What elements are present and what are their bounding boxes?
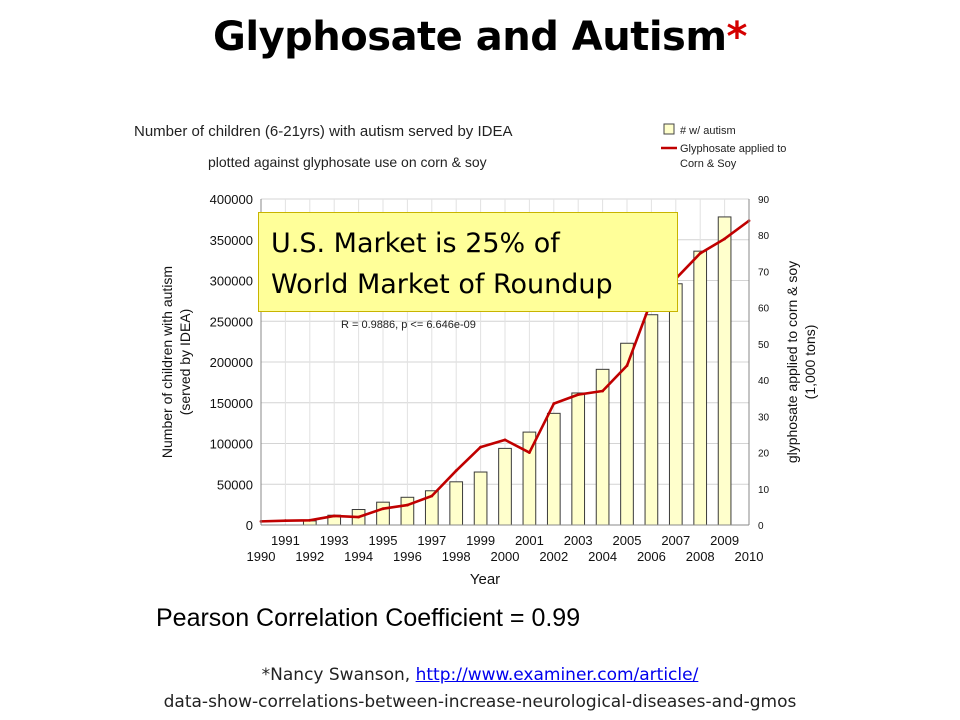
autism-bar bbox=[473, 471, 488, 526]
x-axis-title: Year bbox=[470, 571, 500, 588]
autism-bars bbox=[302, 216, 732, 526]
callout-line-1: U.S. Market is 25% of bbox=[271, 228, 560, 259]
chart-subtitle: plotted against glyphosate use on corn &… bbox=[208, 154, 487, 170]
glyphosate-point bbox=[528, 451, 531, 454]
x-tick-label: 1992 bbox=[295, 549, 324, 564]
glyphosate-point bbox=[576, 393, 580, 396]
glyphosate-point bbox=[454, 469, 458, 473]
y-tick-label: 50000 bbox=[217, 477, 253, 492]
x-tick-label: 2006 bbox=[637, 549, 666, 564]
citation-link[interactable]: http://www.examiner.com/article/ bbox=[415, 665, 699, 685]
legend-swatch-autism bbox=[663, 123, 675, 135]
slide-title: Glyphosate and Autism* bbox=[213, 14, 748, 60]
y-tick-label: 300000 bbox=[210, 274, 253, 289]
y2-tick-label: 0 bbox=[758, 521, 764, 532]
y2-tick-label: 70 bbox=[758, 267, 770, 278]
glyphosate-point bbox=[479, 445, 482, 449]
y2-tick-label: 80 bbox=[758, 231, 770, 242]
autism-bar bbox=[376, 501, 390, 526]
y2-tick-label: 40 bbox=[758, 376, 770, 387]
x-tick-label: 1993 bbox=[320, 533, 349, 548]
citation-url-continuation: data-show-correlations-between-increase-… bbox=[163, 692, 797, 712]
autism-bar bbox=[498, 447, 512, 526]
autism-bar bbox=[400, 496, 415, 526]
y2-axis-title-line: glyphosate applied to corn & soy bbox=[784, 261, 800, 463]
glyphosate-point bbox=[552, 402, 556, 406]
chart-title: Number of children (6-21yrs) with autism… bbox=[134, 123, 512, 140]
x-tick-label: 2002 bbox=[539, 549, 568, 564]
glyphosate-point bbox=[430, 494, 434, 498]
autism-bar bbox=[546, 412, 561, 526]
y-axis-title-line: (served by IDEA) bbox=[177, 309, 193, 416]
y-tick-label: 350000 bbox=[210, 233, 253, 248]
y2-tick-label: 30 bbox=[758, 412, 770, 423]
glyphosate-point bbox=[284, 519, 287, 523]
x-tick-label: 1994 bbox=[344, 549, 373, 564]
y2-axis-title: glyphosate applied to corn & soy (1,000 t… bbox=[784, 261, 818, 463]
autism-bar bbox=[571, 392, 586, 526]
autism-bar bbox=[449, 481, 464, 526]
y-tick-label: 0 bbox=[246, 518, 253, 533]
y2-tick-label: 60 bbox=[758, 304, 770, 315]
x-tick-label: 1996 bbox=[393, 549, 422, 564]
y-axis-title-line: Number of children with autism bbox=[159, 266, 175, 458]
x-tick-label: 2009 bbox=[710, 533, 739, 548]
legend-label-glyphosate-line-2: Corn & Soy bbox=[680, 158, 737, 170]
y-tick-label: 400000 bbox=[210, 192, 253, 207]
y-tick-label: 250000 bbox=[210, 314, 253, 329]
citation-prefix: *Nancy Swanson, bbox=[261, 665, 416, 685]
glyphosate-point bbox=[503, 438, 507, 442]
glyphosate-point bbox=[625, 364, 629, 368]
y-tick-label: 100000 bbox=[210, 437, 253, 452]
citation: *Nancy Swanson, http://www.examiner.com/… bbox=[0, 662, 960, 716]
x-tick-label: 2001 bbox=[515, 533, 544, 548]
glyphosate-point bbox=[723, 237, 726, 241]
y-tick-label: 200000 bbox=[210, 355, 253, 370]
glyphosate-point bbox=[332, 514, 336, 518]
x-tick-label: 1991 bbox=[271, 533, 300, 548]
x-tick-label: 2005 bbox=[613, 533, 642, 548]
x-tick-label: 1995 bbox=[369, 533, 398, 548]
autism-bar bbox=[668, 283, 683, 526]
glyphosate-point bbox=[601, 389, 604, 393]
y2-tick-label: 20 bbox=[758, 449, 770, 460]
x-tick-label: 1990 bbox=[247, 549, 276, 564]
y2-axis-title-line: (1,000 tons) bbox=[802, 325, 818, 400]
title-asterisk: * bbox=[726, 14, 748, 60]
glyphosate-point bbox=[357, 515, 360, 519]
chart-text: 0 50000 100000 150000 200000 250000 300000 3500… bbox=[134, 123, 818, 588]
x-tick-label: 2003 bbox=[564, 533, 593, 548]
autism-bar bbox=[717, 216, 732, 526]
legend-label-autism: # w/ autism bbox=[680, 125, 736, 137]
y-axis-title: Number of children with autism (served by… bbox=[159, 266, 193, 458]
glyphosate-point bbox=[406, 503, 409, 507]
y2-tick-label: 90 bbox=[758, 195, 770, 206]
correlation-annotation: R = 0.9886, p <= 6.646e-09 bbox=[341, 319, 476, 331]
glyphosate-point bbox=[698, 251, 702, 255]
x-tick-label: 2010 bbox=[735, 549, 764, 564]
callout-line-2: World Market of Roundup bbox=[271, 269, 613, 300]
y2-tick-label: 10 bbox=[758, 485, 770, 496]
market-share-callout: U.S. Market is 25% of World Market of Ro… bbox=[258, 212, 678, 312]
y-tick-label: 150000 bbox=[210, 396, 253, 411]
x-tick-label: 1997 bbox=[417, 533, 446, 548]
glyphosate-point bbox=[308, 518, 312, 522]
x-tick-label: 2000 bbox=[491, 549, 520, 564]
x-tick-label: 2008 bbox=[686, 549, 715, 564]
x-tick-label: 1998 bbox=[442, 549, 471, 564]
x-tick-label: 2007 bbox=[661, 533, 690, 548]
autism-bar bbox=[693, 250, 708, 526]
x-tick-label: 2004 bbox=[588, 549, 617, 564]
y2-tick-label: 50 bbox=[758, 340, 770, 351]
autism-bar bbox=[644, 314, 659, 526]
glyphosate-point bbox=[381, 507, 385, 511]
pearson-coefficient: Pearson Correlation Coefficient = 0.99 bbox=[156, 604, 581, 632]
legend-label-glyphosate-line-1: Glyphosate applied to bbox=[680, 143, 786, 155]
x-tick-label: 1999 bbox=[466, 533, 495, 548]
